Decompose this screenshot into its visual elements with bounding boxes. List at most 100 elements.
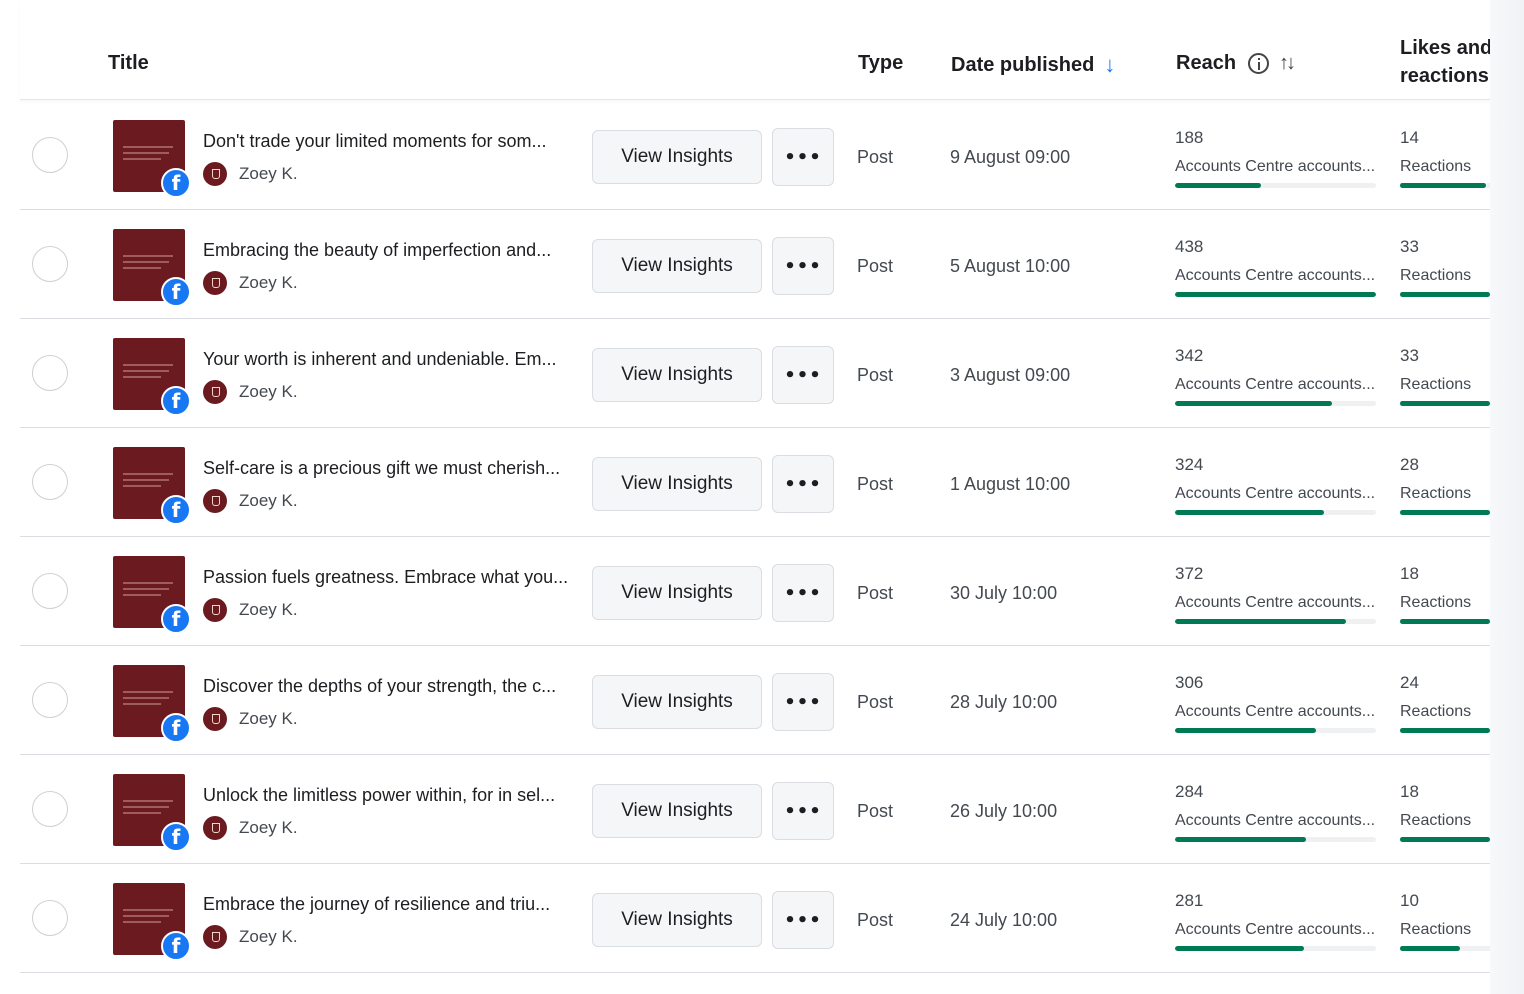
likes-value: 18 <box>1400 564 1419 583</box>
reach-value: 281 <box>1175 891 1204 910</box>
reach-bar-fill <box>1175 837 1306 842</box>
author-name: Zoey K. <box>239 491 298 510</box>
row-select-checkbox[interactable] <box>32 900 68 936</box>
info-icon[interactable] <box>1248 53 1270 74</box>
likes-bar <box>1400 619 1490 624</box>
view-insights-button[interactable]: View Insights <box>592 457 762 511</box>
view-insights-button[interactable]: View Insights <box>592 348 762 402</box>
reach-bar <box>1175 837 1376 842</box>
post-thumbnail[interactable] <box>113 120 185 192</box>
view-insights-button[interactable]: View Insights <box>592 675 762 729</box>
author-name: Zoey K. <box>239 927 298 946</box>
reach-bar-fill <box>1175 728 1316 733</box>
author-name: Zoey K. <box>239 818 298 837</box>
table-header: Title Type Date published ↓ Reach ↑↓ Lik… <box>20 0 1492 100</box>
more-options-button[interactable]: ••• <box>772 673 834 731</box>
date-published: 3 August 09:00 <box>950 365 1071 385</box>
row-select-checkbox[interactable] <box>32 791 68 827</box>
post-title[interactable]: Your worth is inherent and undeniable. E… <box>203 349 557 369</box>
view-insights-button[interactable]: View Insights <box>592 784 762 838</box>
reach-bar <box>1175 619 1376 624</box>
likes-label: Reactions <box>1400 594 1472 611</box>
likes-value: 28 <box>1400 455 1419 474</box>
more-options-button[interactable]: ••• <box>772 346 834 404</box>
more-options-button[interactable]: ••• <box>772 455 834 513</box>
view-insights-button[interactable]: View Insights <box>592 130 762 184</box>
reach-label: Accounts Centre accounts... <box>1175 812 1376 829</box>
reach-bar-fill <box>1175 946 1304 951</box>
row-select-checkbox[interactable] <box>32 682 68 718</box>
reach-bar <box>1175 510 1376 515</box>
view-insights-button[interactable]: View Insights <box>592 566 762 620</box>
date-published: 5 August 10:00 <box>950 256 1071 276</box>
more-options-button[interactable]: ••• <box>772 564 834 622</box>
view-insights-button[interactable]: View Insights <box>592 893 762 947</box>
facebook-icon: f <box>161 277 191 307</box>
row-select-checkbox[interactable] <box>32 573 68 609</box>
likes-value: 33 <box>1400 237 1419 256</box>
post-title[interactable]: Don't trade your limited moments for som… <box>203 131 547 151</box>
reach-bar <box>1175 401 1376 406</box>
post-title[interactable]: Embracing the beauty of imperfection and… <box>203 240 552 260</box>
table-row: f Don't trade your limited moments for s… <box>20 101 1490 210</box>
table-row: f Embracing the beauty of imperfection a… <box>20 210 1490 319</box>
more-options-button[interactable]: ••• <box>772 891 834 949</box>
post-type: Post <box>857 692 894 712</box>
author-name: Zoey K. <box>239 709 298 728</box>
post-thumbnail[interactable] <box>113 556 185 628</box>
post-title[interactable]: Self-care is a precious gift we must che… <box>203 458 561 478</box>
column-header-reach[interactable]: Reach ↑↓ <box>1176 52 1296 75</box>
facebook-icon: f <box>161 495 191 525</box>
likes-value: 10 <box>1400 891 1419 910</box>
sort-icon[interactable]: ↑↓ <box>1279 52 1296 74</box>
post-title[interactable]: Discover the depths of your strength, th… <box>203 676 557 696</box>
table-row: f Embrace the journey of resilience and … <box>20 864 1490 973</box>
column-header-likes-line1: Likes and <box>1400 37 1493 59</box>
row-select-checkbox[interactable] <box>32 246 68 282</box>
column-header-likes-and-reactions[interactable]: Likes and reactions <box>1400 34 1500 90</box>
column-header-reach-label: Reach <box>1176 52 1237 74</box>
likes-value: 18 <box>1400 782 1419 801</box>
table-row: f Unlock the limitless power within, for… <box>20 755 1490 864</box>
reach-label: Accounts Centre accounts... <box>1175 158 1376 175</box>
row-select-checkbox[interactable] <box>32 464 68 500</box>
post-type: Post <box>857 801 894 821</box>
likes-label: Reactions <box>1400 812 1472 829</box>
post-title[interactable]: Unlock the limitless power within, for i… <box>203 785 556 805</box>
more-options-button[interactable]: ••• <box>772 128 834 186</box>
likes-label: Reactions <box>1400 921 1472 938</box>
reach-value: 324 <box>1175 455 1204 474</box>
date-published: 1 August 10:00 <box>950 474 1071 494</box>
reach-value: 284 <box>1175 782 1204 801</box>
reach-bar <box>1175 946 1376 951</box>
more-options-button[interactable]: ••• <box>772 782 834 840</box>
column-header-likes-line2: reactions <box>1400 65 1489 87</box>
column-header-date-published[interactable]: Date published ↓ <box>951 52 1115 78</box>
reach-label: Accounts Centre accounts... <box>1175 376 1376 393</box>
reach-label: Accounts Centre accounts... <box>1175 703 1376 720</box>
author-name: Zoey K. <box>239 273 298 292</box>
view-insights-button[interactable]: View Insights <box>592 239 762 293</box>
row-select-checkbox[interactable] <box>32 355 68 391</box>
author-name: Zoey K. <box>239 164 298 183</box>
more-options-button[interactable]: ••• <box>772 237 834 295</box>
reach-label: Accounts Centre accounts... <box>1175 594 1376 611</box>
likes-bar-fill <box>1400 510 1490 515</box>
reach-bar-fill <box>1175 510 1324 515</box>
likes-bar-fill <box>1400 401 1490 406</box>
reach-label: Accounts Centre accounts... <box>1175 485 1376 502</box>
reach-bar-fill <box>1175 183 1262 188</box>
column-header-title[interactable]: Title <box>108 52 149 75</box>
post-title[interactable]: Embrace the journey of resilience and tr… <box>203 894 551 914</box>
likes-bar <box>1400 837 1490 842</box>
reach-value: 342 <box>1175 346 1204 365</box>
facebook-icon: f <box>161 931 191 961</box>
column-header-type-label: Type <box>858 52 904 74</box>
column-header-type[interactable]: Type <box>858 52 903 75</box>
post-type: Post <box>857 910 894 930</box>
row-select-checkbox[interactable] <box>32 137 68 173</box>
arrow-down-icon[interactable]: ↓ <box>1104 52 1116 77</box>
date-published: 30 July 10:00 <box>950 583 1058 603</box>
post-title[interactable]: Passion fuels greatness. Embrace what yo… <box>203 567 569 587</box>
author-avatar <box>203 271 227 295</box>
